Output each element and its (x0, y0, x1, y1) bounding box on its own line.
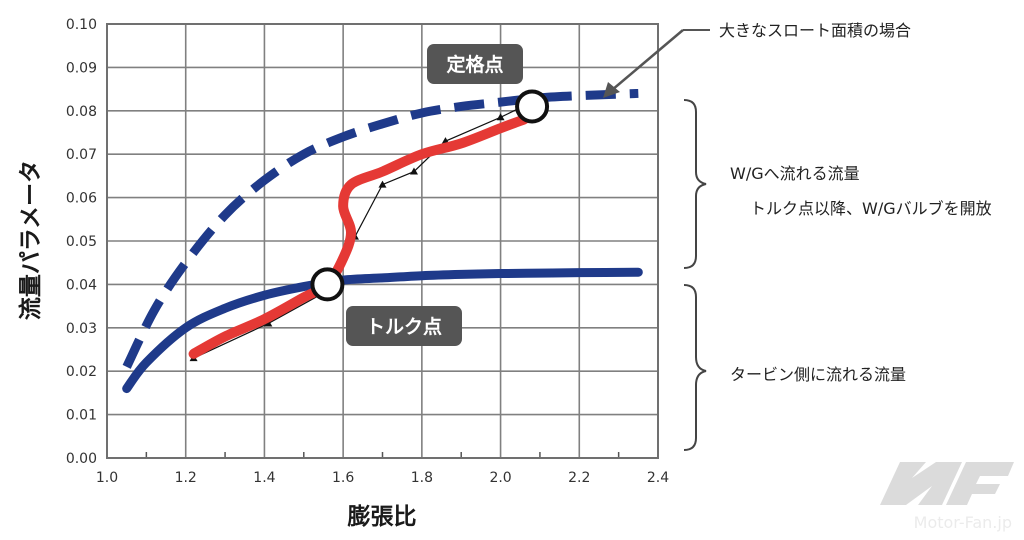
wg-flow-red-line (188, 114, 530, 359)
x-tick-label: 2.4 (647, 470, 669, 486)
torque-point-label: トルク点 (366, 316, 442, 338)
x-tick-label: 2.0 (489, 470, 511, 486)
rated-point-label: 定格点 (446, 53, 503, 76)
plot-frame (106, 23, 659, 459)
triangle-marker-icon (409, 167, 418, 175)
y-tick-label: 0.02 (66, 364, 97, 380)
wg-flow-brace-icon (683, 99, 707, 269)
y-tick-label: 0.01 (66, 408, 97, 424)
triangle-marker-icon (264, 319, 273, 327)
large-throat-annotation: 大きなスロート面積の場合 (719, 21, 911, 40)
x-tick-label: 2.2 (568, 470, 590, 486)
y-axis-ticks: 0.00 0.01 0.02 0.03 0.04 0.05 0.06 0.07 0.08 0.09… (66, 17, 97, 467)
x-tick-label: 1.0 (96, 470, 118, 486)
motor-fan-logo: Motor-Fan.jp (880, 462, 1014, 532)
torque-point-badge (346, 306, 462, 346)
x-axis-title: 膨張比 (347, 504, 417, 530)
y-tick-label: 0.07 (66, 147, 97, 163)
x-tick-label: 1.2 (175, 470, 197, 486)
y-tick-label: 0.04 (66, 277, 97, 293)
y-tick-label: 0.08 (66, 104, 97, 120)
wg-open-annotation: トルク点以降、W/Gバルブを開放 (750, 199, 992, 218)
rated-point-marker (515, 89, 550, 124)
x-axis-ticks: 1.0 1.2 1.4 1.6 1.8 2.0 2.2 2.4 (96, 470, 669, 486)
y-tick-label: 0.09 (66, 60, 97, 76)
y-tick-label: 0.00 (66, 451, 97, 467)
wg-flow-annotation: W/Gへ流れる流量 (730, 164, 860, 183)
y-axis-title: 流量パラメータ (17, 160, 44, 320)
turbine-flow-brace-icon (683, 284, 707, 451)
y-tick-label: 0.03 (66, 321, 97, 337)
arrow-head-icon (603, 82, 620, 98)
x-tick-label: 1.8 (411, 470, 433, 486)
y-tick-label: 0.06 (66, 191, 97, 207)
x-tick-label: 1.6 (332, 470, 354, 486)
rated-point-badge (427, 44, 523, 84)
triangle-marker-icon (378, 180, 387, 188)
x-tick-label: 1.4 (253, 470, 275, 486)
triangle-marker-icon (496, 113, 505, 121)
y-tick-label: 0.10 (66, 17, 97, 33)
y-tick-label: 0.05 (66, 234, 97, 250)
large-throat-leader-arrow (611, 29, 684, 91)
turbine-flow-line (122, 267, 643, 394)
torque-point-marker (310, 267, 345, 302)
turbine-flow-annotation: タービン側に流れる流量 (730, 365, 906, 384)
svg-text:Motor-Fan.jp: Motor-Fan.jp (914, 513, 1012, 532)
